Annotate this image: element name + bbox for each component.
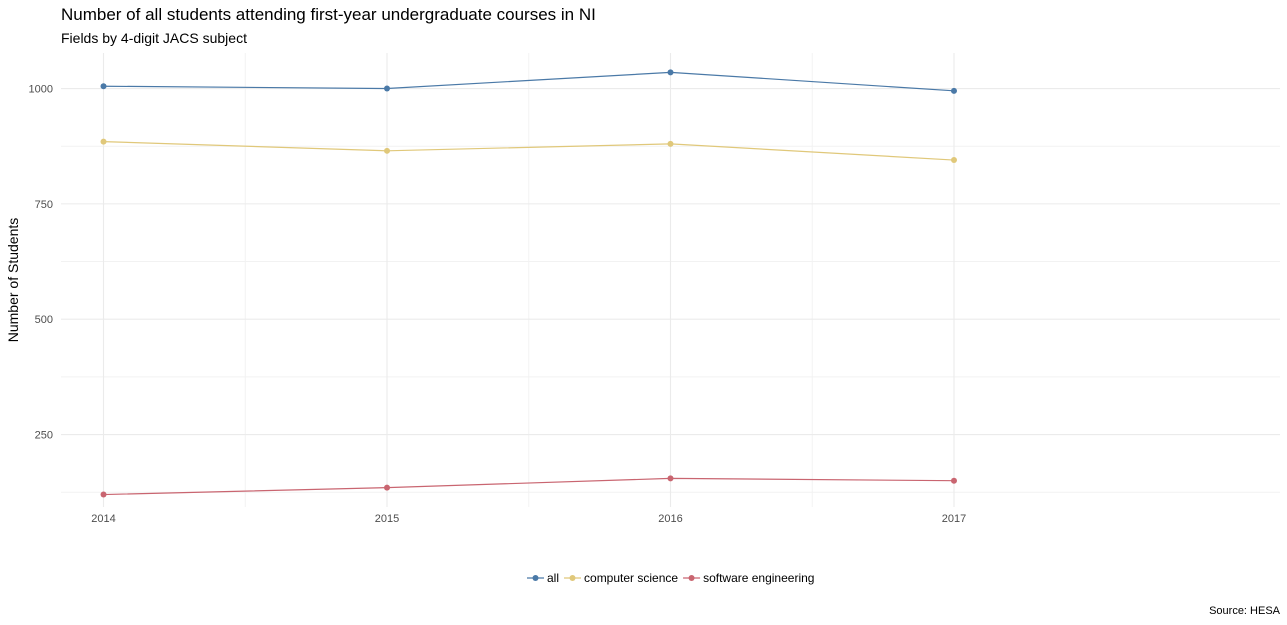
- x-tick-label: 2017: [942, 513, 966, 525]
- data-point: [950, 477, 957, 484]
- chart-subtitle: Fields by 4-digit JACS subject: [61, 30, 247, 46]
- data-point: [100, 491, 107, 498]
- x-axis-ticks: 2014 2015 2016 2017: [91, 513, 966, 525]
- data-point: [667, 69, 674, 76]
- y-axis-label: Number of Students: [5, 218, 21, 343]
- series-line: [103, 71, 955, 92]
- y-tick-label: 250: [35, 430, 53, 442]
- y-tick-label: 1000: [29, 84, 53, 96]
- series-group: [100, 69, 957, 498]
- y-tick-label: 750: [35, 199, 53, 211]
- data-point: [667, 475, 674, 482]
- data-point: [667, 140, 674, 147]
- data-point: [100, 138, 107, 145]
- legend-label: all: [547, 571, 559, 585]
- legend-label: computer science: [584, 571, 678, 585]
- legend-key-point: [688, 575, 695, 581]
- data-point: [950, 157, 957, 164]
- data-point: [384, 85, 391, 92]
- chart-title: Number of all students attending first-y…: [61, 5, 596, 24]
- x-tick-label: 2016: [658, 513, 682, 525]
- legend: all computer science software engineering: [527, 571, 814, 585]
- legend-key-point: [569, 575, 576, 581]
- chart-caption: Source: HESA: [1209, 605, 1281, 617]
- x-tick-label: 2014: [91, 513, 115, 525]
- legend-key-point: [532, 575, 539, 581]
- data-point: [100, 83, 107, 90]
- data-point: [384, 484, 391, 491]
- series-line: [103, 140, 955, 161]
- series-line: [103, 477, 954, 496]
- data-point: [950, 87, 957, 94]
- y-axis-ticks: 250 500 750 1000: [29, 84, 53, 442]
- x-tick-label: 2015: [375, 513, 399, 525]
- y-tick-label: 500: [35, 314, 53, 326]
- data-point: [384, 147, 391, 154]
- legend-label: software engineering: [703, 571, 814, 585]
- grid: [61, 53, 1280, 507]
